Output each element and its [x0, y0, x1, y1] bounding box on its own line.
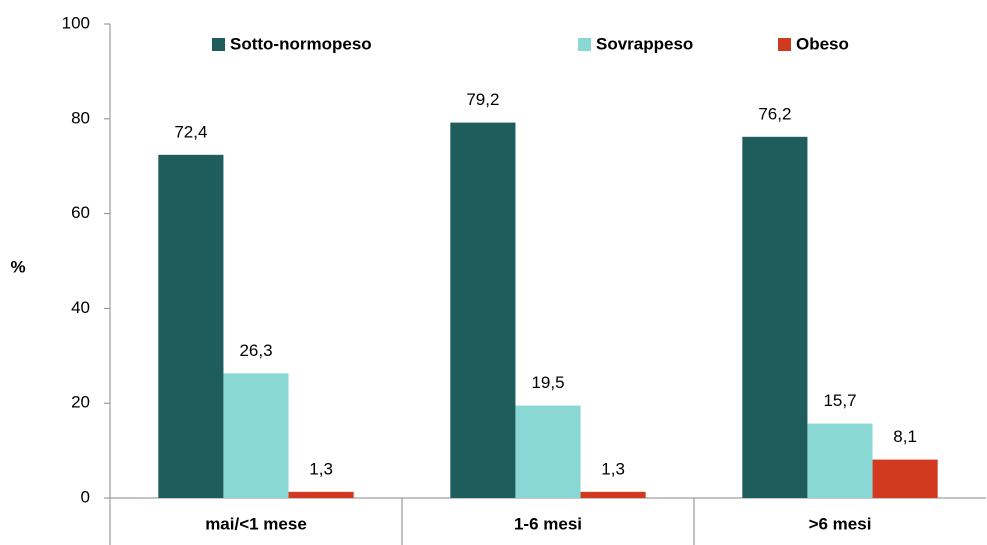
- bar: [580, 491, 646, 498]
- bar: [288, 491, 354, 498]
- bar: [158, 154, 224, 498]
- value-label: 8,1: [893, 427, 917, 446]
- x-tick-label: 1-6 mesi: [514, 514, 582, 533]
- bar: [450, 122, 516, 498]
- legend-label: Sovrappeso: [596, 34, 693, 53]
- y-tick-label: 20: [71, 393, 90, 412]
- bar: [742, 136, 808, 498]
- x-tick-label: >6 mesi: [809, 514, 872, 533]
- y-axis-label: %: [10, 257, 25, 276]
- value-label: 1,3: [309, 459, 333, 478]
- value-label: 76,2: [758, 104, 791, 123]
- y-tick-label: 100: [62, 13, 90, 32]
- value-label: 79,2: [466, 90, 499, 109]
- value-label: 26,3: [239, 341, 272, 360]
- value-label: 15,7: [823, 391, 856, 410]
- value-label: 1,3: [601, 459, 625, 478]
- y-tick-label: 0: [81, 487, 90, 506]
- legend-swatch: [778, 38, 791, 51]
- value-label: 72,4: [174, 122, 207, 141]
- y-tick-label: 80: [71, 108, 90, 127]
- bar: [515, 405, 581, 498]
- value-label: 19,5: [531, 373, 564, 392]
- bar: [223, 373, 289, 498]
- legend-swatch: [578, 38, 591, 51]
- legend-label: Sotto-normopeso: [230, 34, 372, 53]
- y-tick-label: 40: [71, 298, 90, 317]
- bar: [872, 459, 938, 498]
- y-tick-label: 60: [71, 203, 90, 222]
- x-tick-label: mai/<1 mese: [205, 514, 307, 533]
- legend-label: Obeso: [796, 34, 849, 53]
- bar: [807, 423, 873, 498]
- legend-swatch: [212, 38, 225, 51]
